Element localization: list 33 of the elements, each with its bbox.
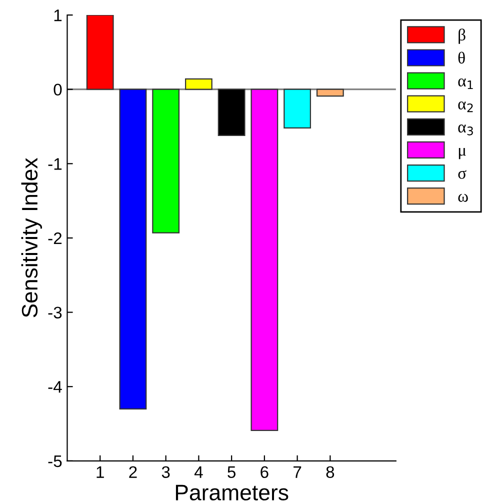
x-tick-label: 4 (194, 466, 203, 478)
legend-label: α$_{2}$ (458, 102, 473, 112)
y-tick-label: 0 (54, 84, 62, 96)
bar (316, 88, 344, 97)
y-tick-label: -1 (48, 158, 62, 170)
y-tick-label: -3 (48, 306, 62, 318)
bar (119, 88, 147, 410)
legend-label: ω (458, 194, 468, 202)
x-tick-label: 3 (162, 466, 170, 478)
legend-label: μ (458, 148, 466, 160)
bar (250, 88, 278, 432)
legend-label: σ (458, 170, 466, 179)
y-axis-title: Sensitivity Index (21, 158, 42, 318)
bar (185, 78, 212, 90)
legend-label: θ (458, 52, 465, 64)
x-tick-label: 1 (96, 466, 104, 478)
bar (152, 88, 180, 234)
legend-label: α$_{1}$ (458, 78, 473, 90)
x-tick-label: 2 (129, 466, 137, 478)
y-tick-label: -4 (48, 381, 62, 393)
legend-label: β (458, 28, 466, 44)
x-tick-label: 8 (326, 466, 334, 478)
y-tick-label: -2 (48, 232, 62, 244)
bar (218, 88, 246, 136)
x-tick-label: 7 (294, 466, 302, 478)
legend-label: α$_{3}$ (458, 124, 473, 136)
bar (86, 15, 114, 90)
x-axis-title: Parameters (176, 484, 288, 500)
x-tick-label: 5 (228, 466, 236, 478)
bar (284, 88, 312, 129)
y-tick-label: 1 (54, 10, 62, 22)
y-tick-label: -5 (48, 455, 62, 468)
x-tick-label: 6 (260, 466, 268, 478)
